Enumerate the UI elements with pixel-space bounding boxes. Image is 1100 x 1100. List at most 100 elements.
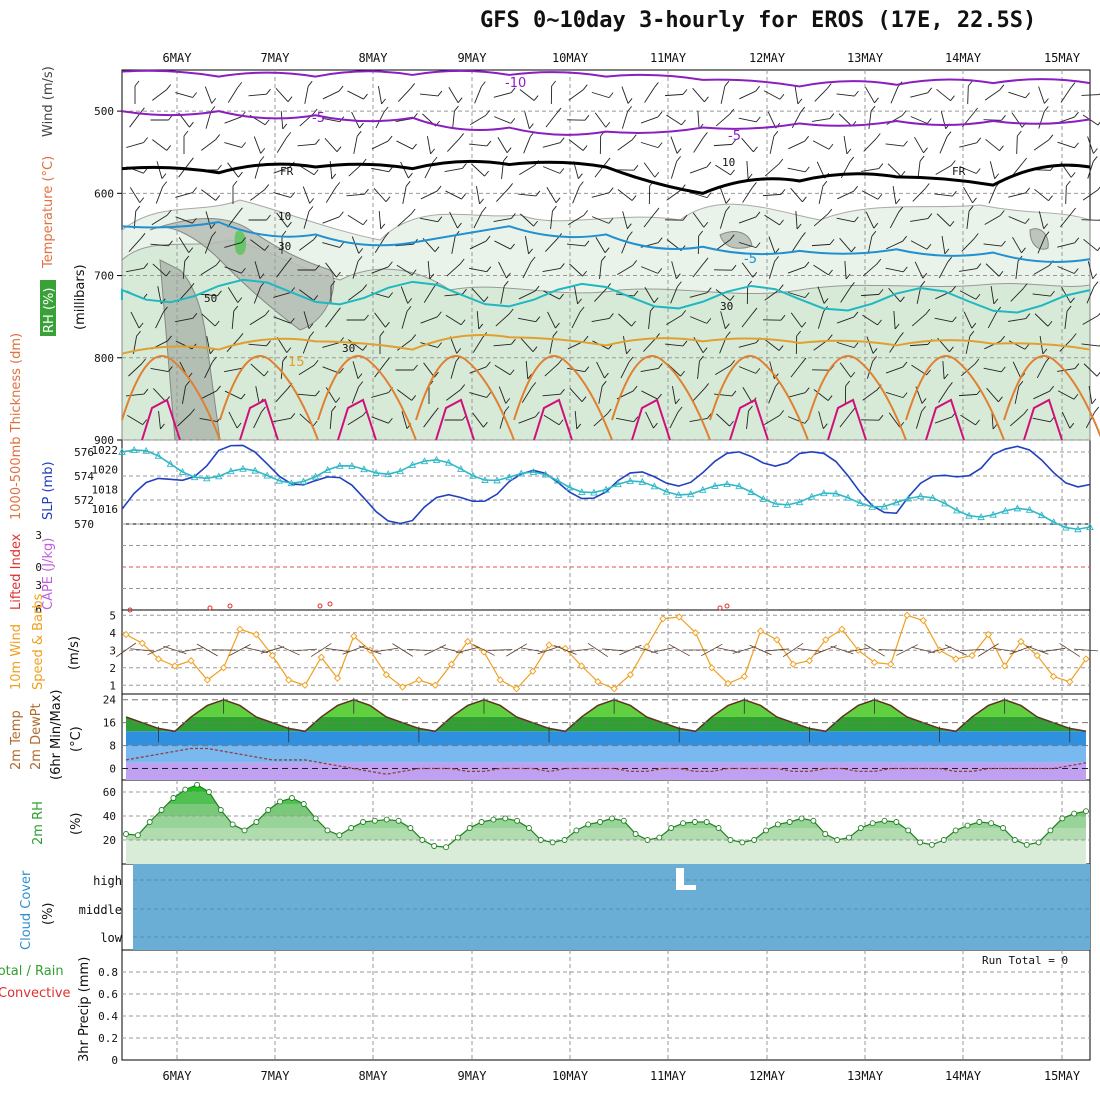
rh2m-point-77 <box>1035 839 1042 846</box>
barb-9-23 <box>689 316 708 324</box>
barb-8-29 <box>840 287 851 303</box>
barb-12-4 <box>224 390 242 400</box>
barb-1-30 <box>868 111 872 129</box>
rh-label-30a: 30 <box>278 240 291 253</box>
pr-tick-0.6: 0.6 <box>98 988 118 1001</box>
barb-0-23 <box>692 87 705 103</box>
barb-3-1 <box>156 161 163 179</box>
barb-4-14 <box>475 186 481 204</box>
li-point-3 <box>317 603 323 609</box>
rh2m-point-50 <box>715 825 722 831</box>
barb-11-4 <box>224 367 242 373</box>
barb-flag-1-14 <box>485 110 491 116</box>
barb-12-26 <box>768 386 776 404</box>
barb-flag-12-19 <box>601 380 607 387</box>
barb-8-22 <box>670 286 678 304</box>
barb-5-16 <box>520 213 534 227</box>
barb-flag-3-33 <box>950 160 956 166</box>
barb-flag-7-0 <box>143 263 149 269</box>
barb-flag-2-14 <box>486 140 492 147</box>
wind10m-barb-59 <box>1074 648 1098 652</box>
diurnal-magenta-1 <box>239 398 279 441</box>
thickness-line-pt-35 <box>541 470 550 478</box>
li-point-6 <box>724 603 730 609</box>
barb-8-36 <box>1010 288 1024 302</box>
barb-11-33 <box>942 360 945 380</box>
barb-flag-0-34 <box>967 80 973 87</box>
thk-tick-576: 576 <box>74 446 94 459</box>
temp-minmax-label: (6hr Min/Max) <box>49 690 64 780</box>
barb-flag-4-6 <box>290 192 296 198</box>
barb-flag-12-3 <box>216 385 221 392</box>
diurnal-orange-4 <box>513 355 613 441</box>
barb-flag-4-20 <box>631 195 637 201</box>
wind10m-point-35 <box>691 629 700 637</box>
pr-tick-0.4: 0.4 <box>98 1010 118 1023</box>
barb-1-15 <box>493 116 512 124</box>
rh-shading <box>121 199 1091 441</box>
barb-flag-0-5 <box>266 88 271 95</box>
rh2m-point-8 <box>217 807 224 813</box>
barb-flag-7-8 <box>336 271 341 278</box>
barb-9-35 <box>987 311 998 329</box>
barb-1-26 <box>767 111 777 129</box>
barb-flag-11-7 <box>313 359 319 366</box>
barb-11-13 <box>450 361 457 379</box>
barb-11-25 <box>738 366 757 374</box>
barb-11-15 <box>494 364 511 376</box>
barb-2-29 <box>843 136 848 154</box>
bottom-date-13MAY: 13MAY <box>847 1069 884 1083</box>
barb-flag-5-26 <box>779 219 784 226</box>
thickness-line-pt-0 <box>118 448 126 455</box>
barb-flag-10-16 <box>532 346 538 352</box>
barb-flag-10-10 <box>379 330 385 337</box>
thickness-line-pt-33 <box>517 469 526 477</box>
barb-5-11 <box>397 213 412 227</box>
barb-13-22 <box>669 411 679 429</box>
barb-flag-2-13 <box>459 133 464 139</box>
barb-flag-1-7 <box>312 108 318 115</box>
barb-6-0 <box>128 238 142 252</box>
wind10m-barb-16 <box>374 647 399 653</box>
barb-flag-7-23 <box>703 257 709 264</box>
wind10m-barb-53 <box>977 643 999 657</box>
barb-flag-11-31 <box>902 361 908 368</box>
wind10m-barb-39 <box>749 644 772 656</box>
barb-10-30 <box>866 336 874 354</box>
barb-2-39 <box>1087 136 1094 154</box>
thickness-line-pt-34 <box>529 467 538 475</box>
barb-flag-6-32 <box>926 243 932 250</box>
diurnal-magenta-8 <box>925 398 965 441</box>
barb-12-18 <box>569 388 583 402</box>
wind10m-point-56 <box>1033 651 1041 660</box>
rh-band-50c <box>1029 228 1049 250</box>
barb-3-26 <box>764 163 780 177</box>
wind10m-barb-51 <box>944 644 967 656</box>
wind10m-point-47 <box>887 660 895 668</box>
barb-flag-13-0 <box>142 419 148 425</box>
thickness-line-pt-39 <box>590 488 598 496</box>
rh2m-point-24 <box>407 825 414 831</box>
barb-flag-13-24 <box>729 420 734 427</box>
barb-flag-2-1 <box>166 145 172 151</box>
barb-9-7 <box>303 311 310 329</box>
barb-flag-5-4 <box>238 207 243 214</box>
barb-7-20 <box>617 264 633 276</box>
convective-axis-label: Convective <box>0 986 71 1001</box>
barb-10-20 <box>622 336 628 354</box>
barb-flag-6-8 <box>339 242 345 248</box>
barb-13-10 <box>371 416 389 424</box>
barb-1-20 <box>621 111 629 129</box>
barb-flag-0-6 <box>287 96 293 102</box>
barb-flag-10-1 <box>167 335 172 342</box>
top-date-8MAY: 8MAY <box>359 51 389 65</box>
barb-8-19 <box>594 288 607 302</box>
pr-tick-0: 0 <box>111 1054 118 1067</box>
barb-flag-2-29 <box>846 148 852 155</box>
barb-2-27 <box>788 140 805 150</box>
barb-flag-6-37 <box>1044 231 1050 237</box>
barb-flag-7-13 <box>459 258 465 265</box>
barb-flag-1-22 <box>681 119 686 126</box>
wind10m-point-37 <box>724 679 732 688</box>
barb-flag-11-33 <box>943 373 949 380</box>
